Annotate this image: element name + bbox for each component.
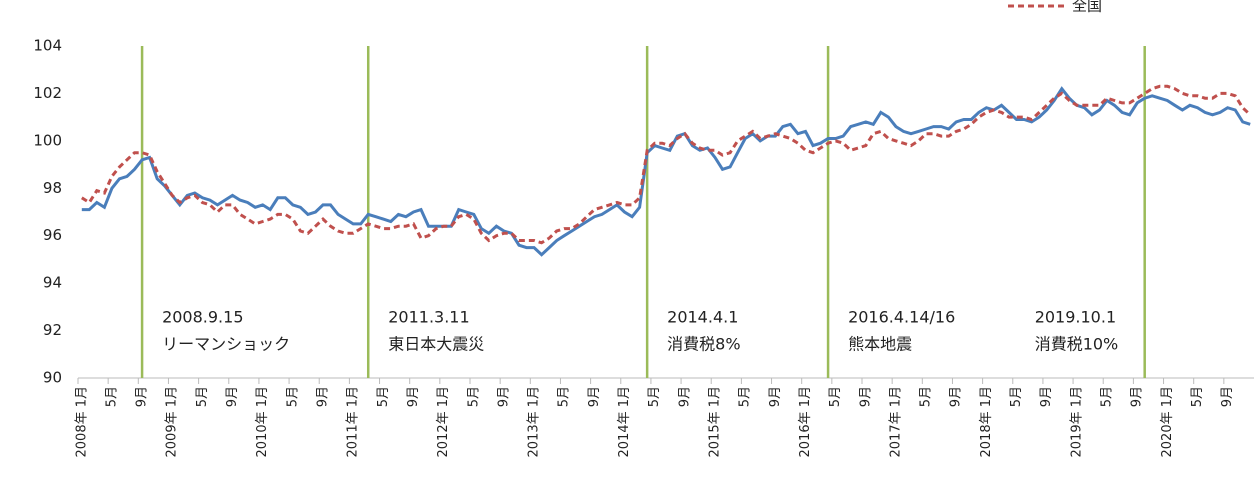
x-tick-label: 5月 [466, 386, 481, 407]
x-tick-label: 5月 [1100, 386, 1115, 407]
event-label: 熊本地震 [848, 335, 912, 354]
event-label: 消費税8% [667, 335, 740, 354]
x-tick-label: 9月 [768, 386, 783, 407]
legend-label: 全国 [1072, 0, 1102, 15]
x-tick-label: 9月 [1039, 386, 1054, 407]
x-tick-label: 5月 [1009, 386, 1024, 407]
event-date: 2016.4.14/16 [848, 308, 955, 327]
y-tick-label: 96 [43, 226, 62, 244]
x-tick-label: 9月 [135, 386, 150, 407]
x-tick-label: 9月 [496, 386, 511, 407]
event-label: リーマンショック [162, 335, 290, 354]
y-tick-label: 90 [43, 369, 62, 387]
y-tick-label: 100 [33, 131, 62, 149]
x-tick-label: 9月 [858, 386, 873, 407]
x-tick-label: 2017年 1月 [888, 386, 903, 458]
x-tick-label: 5月 [647, 386, 662, 407]
x-tick-label: 5月 [1190, 386, 1205, 407]
y-tick-label: 94 [43, 274, 62, 292]
x-tick-label: 5月 [195, 386, 210, 407]
y-tick-label: 98 [43, 179, 62, 197]
x-tick-label: 9月 [587, 386, 602, 407]
x-tick-label: 9月 [316, 386, 331, 407]
x-tick-label: 2015年 1月 [708, 386, 723, 458]
x-tick-label: 9月 [1130, 386, 1145, 407]
event-label: 消費税10% [1035, 335, 1119, 354]
x-tick-label: 5月 [919, 386, 934, 407]
event-date: 2011.3.11 [388, 308, 469, 327]
series-line [81, 86, 1251, 257]
x-tick-label: 5月 [828, 386, 843, 407]
x-tick-label: 2009年 1月 [165, 386, 180, 458]
x-tick-label: 2013年 1月 [527, 386, 542, 458]
x-tick-label: 2014年 1月 [617, 386, 632, 458]
event-date: 2008.9.15 [162, 308, 243, 327]
x-tick-label: 2011年 1月 [346, 386, 361, 458]
x-tick-label: 2016年 1月 [798, 386, 813, 458]
x-tick-label: 9月 [677, 386, 692, 407]
x-tick-label: 2018年 1月 [979, 386, 994, 458]
x-tick-label: 5月 [376, 386, 391, 407]
y-tick-label: 104 [33, 37, 62, 55]
series-line [81, 84, 1252, 245]
x-tick-label: 9月 [949, 386, 964, 407]
x-tick-label: 2010年 1月 [255, 386, 270, 458]
x-tick-label: 2019年 1月 [1069, 386, 1084, 458]
x-tick-label: 5月 [738, 386, 753, 407]
x-tick-label: 2020年 1月 [1160, 386, 1175, 458]
x-tick-label: 5月 [104, 386, 119, 407]
y-tick-label: 92 [43, 321, 62, 339]
event-label: 東日本大震災 [388, 335, 484, 354]
x-tick-label: 5月 [285, 386, 300, 407]
x-tick-label: 2008年 1月 [74, 386, 89, 458]
x-tick-label: 9月 [225, 386, 240, 407]
x-tick-label: 9月 [1220, 386, 1235, 407]
event-date: 2019.10.1 [1035, 308, 1116, 327]
x-tick-label: 9月 [406, 386, 421, 407]
x-tick-label: 5月 [557, 386, 572, 407]
event-date: 2014.4.1 [667, 308, 738, 327]
x-tick-label: 2012年 1月 [436, 386, 451, 458]
y-tick-label: 102 [33, 84, 62, 102]
